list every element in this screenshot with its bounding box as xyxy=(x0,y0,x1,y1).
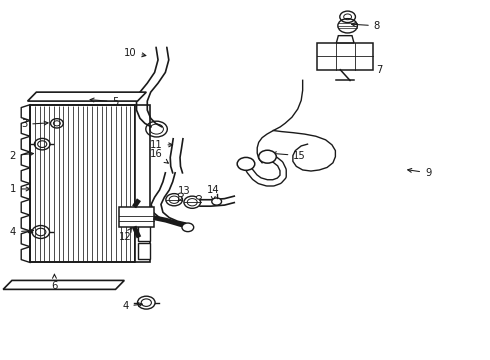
Text: 1: 1 xyxy=(10,184,30,194)
Text: 10: 10 xyxy=(124,48,146,58)
Circle shape xyxy=(182,223,194,231)
Polygon shape xyxy=(27,92,147,101)
Text: 7: 7 xyxy=(354,64,383,75)
Circle shape xyxy=(212,198,221,205)
Polygon shape xyxy=(317,43,373,70)
Text: 13: 13 xyxy=(177,186,190,202)
Polygon shape xyxy=(3,280,124,289)
Text: 4: 4 xyxy=(122,301,143,311)
Polygon shape xyxy=(135,105,150,262)
Circle shape xyxy=(178,193,183,197)
Text: 15: 15 xyxy=(272,150,306,161)
Text: 14: 14 xyxy=(207,185,220,201)
Polygon shape xyxy=(138,243,150,259)
Text: 16: 16 xyxy=(150,149,169,163)
Text: 4: 4 xyxy=(10,227,33,237)
Polygon shape xyxy=(336,36,354,43)
Circle shape xyxy=(259,150,276,163)
Text: 12: 12 xyxy=(119,227,132,242)
Polygon shape xyxy=(138,220,150,241)
Text: 5: 5 xyxy=(90,97,119,107)
Text: 3: 3 xyxy=(21,120,48,129)
Text: 8: 8 xyxy=(351,21,380,31)
Text: 6: 6 xyxy=(51,274,58,291)
Circle shape xyxy=(196,195,201,199)
Text: 9: 9 xyxy=(408,168,431,178)
Text: 11: 11 xyxy=(150,140,172,150)
Circle shape xyxy=(237,157,255,170)
Polygon shape xyxy=(120,207,154,226)
Text: 2: 2 xyxy=(10,150,33,161)
